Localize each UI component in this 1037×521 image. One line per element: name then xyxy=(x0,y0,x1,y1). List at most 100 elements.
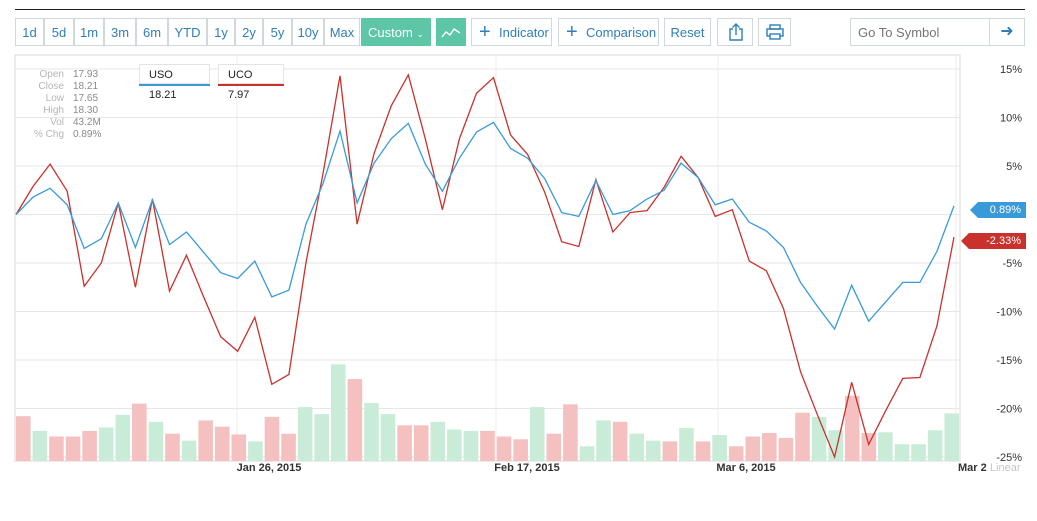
scale-label: Linear xyxy=(990,462,1021,474)
volume-bar xyxy=(529,407,545,461)
range-button-max[interactable]: Max xyxy=(324,18,360,46)
uso-change-badge: 0.89% xyxy=(970,202,1026,218)
comparison-button[interactable]: + Comparison xyxy=(558,18,659,46)
volume-bar xyxy=(679,428,694,461)
y-tick-label: 10% xyxy=(1000,113,1022,125)
x-tick-label: Mar 2 xyxy=(958,462,987,474)
volume-bar xyxy=(728,446,744,461)
info-row: % Chg 0.89% xyxy=(30,129,101,141)
line-chart-icon xyxy=(441,28,461,38)
volume-bar xyxy=(944,413,959,461)
volume-bar xyxy=(844,395,860,461)
info-key: % Chg xyxy=(33,129,64,140)
volume-bar xyxy=(148,421,164,461)
uco-change-badge: -2.33% xyxy=(961,233,1026,249)
info-value: 17.65 xyxy=(73,93,99,104)
range-button-6m[interactable]: 6m xyxy=(136,18,168,46)
volume-bar xyxy=(297,407,313,461)
volume-bar xyxy=(331,364,346,461)
chevron-down-icon: ⌄ xyxy=(416,29,424,39)
volume-bar xyxy=(646,440,661,461)
range-button-1y[interactable]: 1y xyxy=(207,18,235,46)
volume-bar xyxy=(563,404,578,461)
volume-bar xyxy=(49,436,64,461)
volume-bar xyxy=(629,433,644,461)
share-icon xyxy=(729,23,743,41)
info-value: 43.2M xyxy=(73,117,101,128)
info-row: High 18.30 xyxy=(30,105,101,117)
range-button-2y[interactable]: 2y xyxy=(235,18,263,46)
volume-bar xyxy=(82,430,97,461)
volume-bar xyxy=(65,436,81,461)
uso-change-value: 0.89% xyxy=(989,204,1021,216)
uco-series-line xyxy=(15,73,955,460)
range-button-5d[interactable]: 5d xyxy=(44,18,74,46)
volume-bar xyxy=(380,414,396,461)
volume-bar xyxy=(447,429,462,461)
volume-bar xyxy=(878,432,893,461)
info-key: Vol xyxy=(50,117,64,128)
reset-label: Reset xyxy=(670,25,705,40)
go-to-symbol-button[interactable]: ➜ xyxy=(989,18,1025,46)
indicator-button[interactable]: + Indicator xyxy=(471,18,552,46)
plus-icon: + xyxy=(566,21,578,43)
y-tick-label: -15% xyxy=(996,355,1022,367)
info-row: Low 17.65 xyxy=(30,93,101,105)
volume-bar xyxy=(132,403,147,461)
range-button-1m[interactable]: 1m xyxy=(74,18,104,46)
volume-bar xyxy=(181,440,197,461)
volume-bar xyxy=(214,426,230,461)
reset-button[interactable]: Reset xyxy=(664,18,711,46)
chart-type-button[interactable] xyxy=(436,18,466,46)
legend-uco[interactable]: UCO 7.97 xyxy=(218,64,284,101)
uco-change-value: -2.33% xyxy=(986,235,1021,247)
volume-bar xyxy=(596,420,611,461)
volume-bar xyxy=(264,416,280,461)
print-button[interactable] xyxy=(758,18,791,46)
comparison-label: Comparison xyxy=(586,25,657,40)
volume-bar xyxy=(480,430,495,461)
legend-uso[interactable]: USO 18.21 xyxy=(139,64,210,101)
custom-range-button[interactable]: Custom ⌄ xyxy=(361,18,431,46)
volume-bar xyxy=(861,433,877,461)
volume-bar xyxy=(98,427,114,461)
y-tick-label: -10% xyxy=(996,307,1022,319)
info-value: 18.21 xyxy=(73,81,99,92)
range-button-10y[interactable]: 10y xyxy=(292,18,324,46)
arrow-right-icon: ➜ xyxy=(1000,23,1014,40)
volume-bar xyxy=(745,436,761,461)
y-tick-label: 5% xyxy=(1006,161,1022,173)
volume-bar xyxy=(16,416,31,461)
volume-bar xyxy=(695,441,711,461)
volume-bar xyxy=(248,441,263,461)
info-value: 18.30 xyxy=(73,105,99,116)
legend-uso-label: USO 18.21 xyxy=(149,69,177,101)
info-value: 17.93 xyxy=(73,69,99,80)
info-key: Open xyxy=(39,69,64,80)
volume-bar xyxy=(778,437,794,461)
info-value: 0.89% xyxy=(73,129,102,140)
info-key: High xyxy=(43,105,64,116)
range-button-5y[interactable]: 5y xyxy=(263,18,292,46)
volume-bar xyxy=(579,446,595,461)
volume-bar xyxy=(32,430,48,461)
share-button[interactable] xyxy=(717,18,753,46)
uso-series-line xyxy=(15,121,955,331)
volume-bar xyxy=(795,412,810,461)
volume-bar xyxy=(894,444,910,461)
info-key: Close xyxy=(38,81,64,92)
volume-bar xyxy=(413,425,429,461)
y-tick-label: -5% xyxy=(1002,258,1022,270)
volume-bar xyxy=(231,434,247,461)
range-button-ytd[interactable]: YTD xyxy=(168,18,207,46)
top-divider xyxy=(15,9,1025,10)
plot-area xyxy=(14,54,961,462)
range-button-3m[interactable]: 3m xyxy=(104,18,136,46)
range-button-1d[interactable]: 1d xyxy=(15,18,44,46)
volume-bar xyxy=(546,433,562,461)
volume-bar xyxy=(364,402,379,461)
volume-bar xyxy=(314,414,329,461)
info-row: Vol 43.2M xyxy=(30,117,101,129)
volume-bar xyxy=(662,441,678,461)
